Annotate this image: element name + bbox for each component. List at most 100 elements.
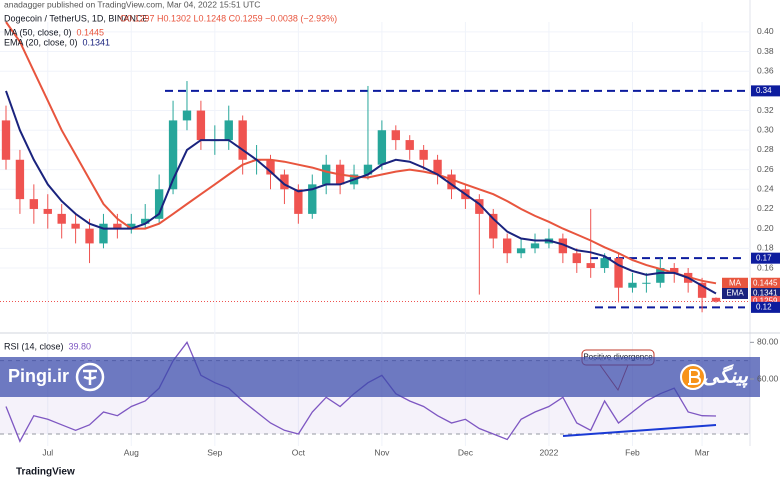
price-badge-text: 0.1445	[753, 278, 778, 287]
level-badge	[751, 301, 780, 313]
badge-tag	[722, 287, 748, 299]
candle-body	[141, 218, 150, 224]
y-tick-label: 0.22	[757, 203, 774, 213]
candle-body	[322, 164, 331, 185]
candle-body	[489, 213, 498, 239]
badge-tag	[722, 277, 748, 289]
candle-body	[85, 228, 94, 244]
tether-icon	[75, 362, 105, 392]
x-tick-label: Nov	[374, 447, 390, 457]
x-tick-label: Sep	[207, 447, 222, 457]
y-tick-label: 0.24	[757, 184, 774, 194]
candle-body	[656, 268, 665, 283]
level-badge-text: 0.17	[756, 253, 772, 262]
candle-body	[503, 238, 512, 254]
candle-body	[280, 174, 289, 190]
watermark-text: Pingi.ir	[8, 366, 69, 386]
legend-name: MA (50, close, 0)	[4, 27, 72, 37]
y-tick-label: 0.38	[757, 46, 774, 56]
y-tick-label: 0.16	[757, 262, 774, 272]
candle-body	[516, 248, 526, 254]
x-tick-label: Aug	[124, 447, 139, 457]
candle-body	[377, 130, 387, 165]
x-tick-label: 2022	[539, 447, 558, 457]
candle-body	[530, 243, 540, 249]
candle-body	[196, 110, 206, 141]
y-tick-label: 0.40	[757, 26, 774, 36]
candle-body	[642, 282, 651, 284]
candle-body	[71, 223, 80, 229]
candle-body	[29, 199, 39, 209]
rsi-value: 39.80	[69, 341, 92, 351]
price-badge-text: 0.1259	[753, 297, 778, 306]
badge-tag-text: MA	[729, 278, 742, 287]
candle-body	[224, 120, 233, 141]
candle-body	[154, 189, 164, 219]
y-tick-label: 0.32	[757, 105, 774, 115]
x-tick-label: Dec	[458, 447, 474, 457]
candle-body	[168, 120, 178, 190]
candle-body	[294, 189, 303, 214]
level-badge-text: 0.34	[756, 86, 772, 95]
candle-body	[363, 164, 373, 175]
candle-body	[558, 238, 568, 254]
candle-body	[182, 110, 192, 121]
x-tick-label: Jul	[42, 447, 53, 457]
watermark-text-fa: پینگی	[703, 363, 749, 388]
publisher: anadagger published on TradingView.com, …	[4, 0, 260, 9]
candle-body	[600, 258, 609, 269]
candle-body	[391, 130, 400, 141]
price-badge	[751, 277, 780, 289]
candle-body	[15, 159, 25, 200]
candle-body	[99, 223, 108, 244]
divergence-trendline	[562, 424, 717, 437]
legend-name: EMA (20, close, 0)	[4, 37, 78, 47]
badge-tag-text: EMA	[726, 289, 744, 298]
price-badge-text: 0.1341	[753, 289, 778, 298]
price-badge	[751, 296, 780, 308]
ohlc: O0.1297 H0.1302 L0.1248 C0.1259 −0.0038 …	[120, 13, 337, 23]
candle-body	[127, 223, 136, 229]
y-tick-label: 0.26	[757, 164, 774, 174]
level-badge	[751, 252, 780, 264]
candle-body	[43, 208, 52, 214]
legend-value: 0.1445	[77, 27, 105, 37]
candle-body	[419, 149, 428, 160]
indicator-line	[5, 90, 717, 295]
candle-body	[1, 120, 11, 160]
symbol: Dogecoin / TetherUS, 1D, BINANCE	[4, 13, 148, 23]
y-tick-label: 0.18	[757, 243, 774, 253]
legend-value: 0.1341	[83, 37, 111, 47]
rsi-tick-label: 80.00	[757, 337, 779, 347]
rsi-tick-label: 60.00	[757, 373, 779, 383]
candle-body	[628, 282, 637, 288]
candle-body	[475, 199, 484, 214]
tether-glyph	[83, 369, 97, 385]
logo: TradingView	[16, 467, 75, 478]
bitcoin-glyph	[688, 369, 702, 385]
y-tick-label: 0.20	[757, 223, 774, 233]
price-badge	[751, 287, 780, 299]
candle-body	[308, 184, 317, 214]
candle-body	[238, 120, 247, 160]
x-tick-label: Feb	[625, 447, 640, 457]
candle-body	[447, 174, 456, 190]
watermark-banner	[0, 357, 760, 397]
y-tick-label: 0.30	[757, 124, 774, 134]
rsi-title: RSI (14, close)	[4, 341, 64, 351]
candle-body	[433, 159, 442, 175]
candle-body	[113, 223, 122, 229]
candle-body	[697, 282, 707, 298]
candle-body	[586, 263, 595, 269]
y-tick-label: 0.36	[757, 65, 774, 75]
x-tick-label: Oct	[292, 447, 306, 457]
y-tick-label: 0.28	[757, 144, 774, 154]
candle-body	[711, 297, 721, 302]
candle-body	[572, 253, 581, 264]
candle-body	[405, 140, 414, 150]
candle-body	[670, 268, 679, 273]
candle-body	[266, 159, 275, 175]
x-tick-label: Mar	[695, 447, 710, 457]
